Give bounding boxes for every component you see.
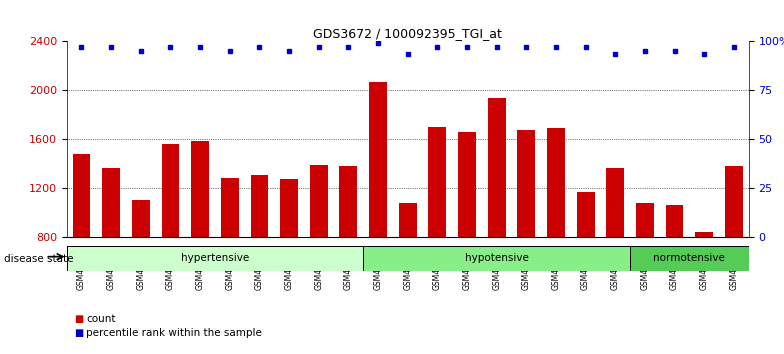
- Text: disease state: disease state: [4, 254, 74, 264]
- Text: normotensive: normotensive: [654, 253, 725, 263]
- Bar: [488, 98, 506, 237]
- Bar: [310, 165, 328, 237]
- Bar: [73, 154, 90, 237]
- Text: count: count: [86, 314, 116, 324]
- Text: ■: ■: [74, 314, 84, 324]
- Title: GDS3672 / 100092395_TGI_at: GDS3672 / 100092395_TGI_at: [314, 27, 502, 40]
- Bar: [339, 166, 358, 237]
- Bar: [517, 130, 535, 237]
- Bar: [280, 179, 298, 237]
- Bar: [363, 246, 630, 271]
- Bar: [630, 246, 749, 271]
- Bar: [191, 141, 209, 237]
- Bar: [606, 169, 624, 237]
- Text: hypotensive: hypotensive: [465, 253, 528, 263]
- Bar: [577, 192, 594, 237]
- Bar: [666, 205, 684, 237]
- Bar: [428, 127, 446, 237]
- Bar: [67, 246, 363, 271]
- Bar: [369, 82, 387, 237]
- Bar: [725, 166, 742, 237]
- Bar: [132, 200, 150, 237]
- Bar: [221, 178, 238, 237]
- Text: ■: ■: [74, 328, 84, 338]
- Bar: [251, 175, 268, 237]
- Bar: [162, 144, 180, 237]
- Text: hypertensive: hypertensive: [181, 253, 249, 263]
- Bar: [636, 203, 654, 237]
- Bar: [102, 169, 120, 237]
- Bar: [695, 232, 713, 237]
- Bar: [399, 203, 416, 237]
- Bar: [547, 128, 564, 237]
- Bar: [458, 132, 476, 237]
- Text: percentile rank within the sample: percentile rank within the sample: [86, 328, 262, 338]
